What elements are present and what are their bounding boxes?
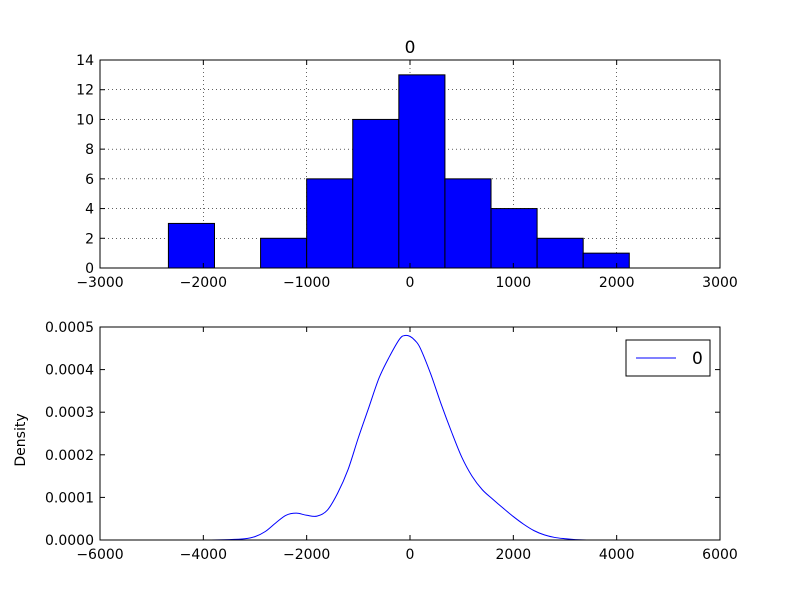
histogram-bar [398, 74, 446, 269]
density-y-tick-label: 0.0003 [45, 405, 94, 421]
histogram-y-tick-label: 2 [85, 231, 94, 247]
density-y-axis-label: Density [13, 413, 29, 466]
density-axes: −6000 −4000 −2000 0 2000 4000 6000 0.00000.000… [13, 320, 738, 563]
histogram-y-tick-label: 14 [76, 53, 94, 69]
density-x-tick-label: −2000 [283, 547, 330, 563]
density-y-ticks: 0.0000 0.0001 0.0002 0.0003 0.0004 0.0005 [45, 320, 720, 549]
density-legend: 0 [625, 339, 711, 377]
density-y-tick-label: 0.0004 [45, 363, 94, 379]
histogram-bar [306, 178, 354, 269]
density-x-tick-label: 6000 [702, 547, 738, 563]
histogram-x-tick-label: −3000 [76, 275, 123, 291]
histogram-y-tick-label: 12 [76, 83, 94, 99]
histogram-bar [536, 237, 584, 269]
histogram-bar [444, 178, 492, 269]
histogram-x-tick-label: 1000 [496, 275, 532, 291]
histogram-y-ticks: 0 2 4 6 8 10 12 14 [76, 53, 720, 277]
density-x-tick-label: 4000 [599, 547, 635, 563]
histogram-bar [582, 252, 630, 269]
density-y-tick-label: 0.0005 [45, 320, 94, 336]
histogram-y-tick-label: 6 [85, 172, 94, 188]
histogram-bars [167, 74, 630, 269]
density-x-tick-label: 2000 [496, 547, 532, 563]
density-x-tick-label: −6000 [76, 547, 123, 563]
density-y-tick-label: 0.0001 [45, 490, 94, 506]
histogram-x-tick-label: 3000 [702, 275, 738, 291]
density-y-tick-label: 0.0002 [45, 448, 94, 464]
legend-label: 0 [692, 349, 703, 369]
histogram-bar [260, 237, 308, 269]
histogram-axes: 0 −3000 −2000 −1000 0 1000 2000 3000 0 2 4 6 8 10 12… [76, 38, 738, 291]
density-x-tick-label: −4000 [180, 547, 227, 563]
histogram-y-tick-label: 4 [85, 202, 94, 218]
density-x-tick-label: 0 [406, 547, 415, 563]
density-x-ticks: −6000 −4000 −2000 0 2000 4000 6000 [76, 327, 738, 563]
histogram-x-tick-label: 2000 [599, 275, 635, 291]
density-y-tick-label: 0.0000 [45, 533, 94, 549]
histogram-x-tick-label: −1000 [283, 275, 330, 291]
histogram-y-tick-label: 10 [76, 112, 94, 128]
histogram-x-ticks: −3000 −2000 −1000 0 1000 2000 3000 [76, 60, 738, 291]
histogram-y-tick-label: 8 [85, 142, 94, 158]
histogram-title: 0 [405, 38, 416, 58]
histogram-x-tick-label: 0 [406, 275, 415, 291]
histogram-bar [167, 222, 215, 269]
histogram-bar [352, 118, 400, 269]
histogram-y-tick-label: 0 [85, 261, 94, 277]
histogram-bar [490, 208, 538, 269]
histogram-x-tick-label: −2000 [180, 275, 227, 291]
density-line [177, 334, 643, 541]
